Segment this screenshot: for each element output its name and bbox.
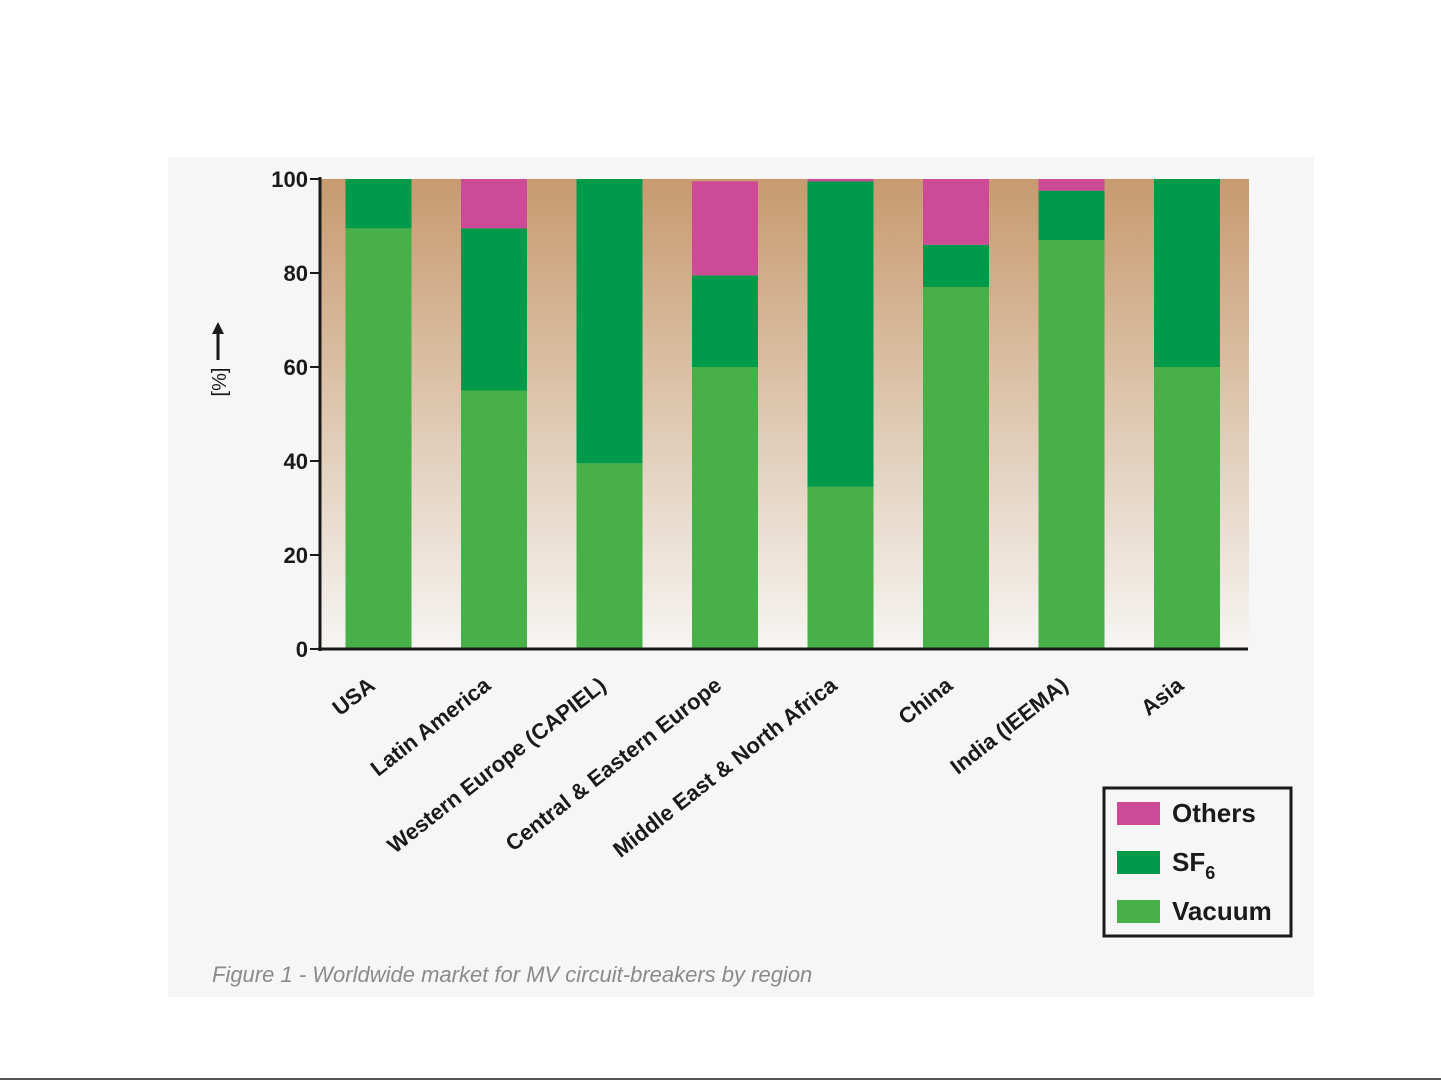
legend-swatch-0 [1117,802,1160,825]
x-category-label: USA [328,672,380,720]
legend-label-2: Vacuum [1172,896,1272,926]
bar-sf6-1 [461,228,527,391]
bar-vacuum-4 [807,486,874,649]
bar-vacuum-1 [461,390,527,649]
legend-swatch-1 [1117,851,1160,874]
y-tick-label: 80 [284,261,308,286]
y-tick-label: 0 [296,637,308,662]
bar-sf6-6 [1038,190,1105,241]
bar-sf6-7 [1154,179,1220,367]
bar-sf6-2 [576,179,643,464]
figure-caption: Figure 1 - Worldwide market for MV circu… [212,962,813,987]
bar-vacuum-3 [692,367,758,649]
bar-vacuum-6 [1038,240,1105,649]
x-category-label: Middle East & North Africa [608,672,842,863]
bar-others-3 [692,181,758,276]
y-axis-arrow-head [212,322,224,334]
legend-swatch-2 [1117,900,1160,923]
axis-layer: 0 20 40 60 80 100 [%] [209,167,1248,662]
y-tick-label: 20 [284,543,308,568]
bar-vacuum-0 [345,228,412,649]
plot-background [320,179,1249,649]
bar-sf6-3 [692,275,758,367]
bar-sf6-0 [345,179,412,229]
x-category-label: Asia [1136,672,1189,721]
bar-others-5 [923,179,989,245]
y-tick-label: 40 [284,449,308,474]
x-category-label: China [894,672,958,730]
bars-layer [345,179,1220,649]
bottom-divider [0,1078,1441,1080]
bar-others-6 [1038,179,1105,191]
bar-vacuum-7 [1154,367,1220,649]
legend-label-0: Others [1172,798,1256,828]
bar-vacuum-5 [923,287,989,649]
y-tick-label: 60 [284,355,308,380]
bar-sf6-5 [923,244,989,288]
y-axis-label: [%] [209,368,231,397]
bar-others-1 [461,179,527,229]
x-category-label: India (IEEMA) [945,672,1072,779]
x-category-label: Central & Eastern Europe [501,672,726,856]
y-tick-label: 100 [271,167,308,192]
bar-vacuum-2 [576,463,643,649]
x-category-label: Western Europe (CAPIEL) [383,672,611,858]
bar-others-4 [807,179,874,182]
bar-sf6-4 [807,181,874,487]
